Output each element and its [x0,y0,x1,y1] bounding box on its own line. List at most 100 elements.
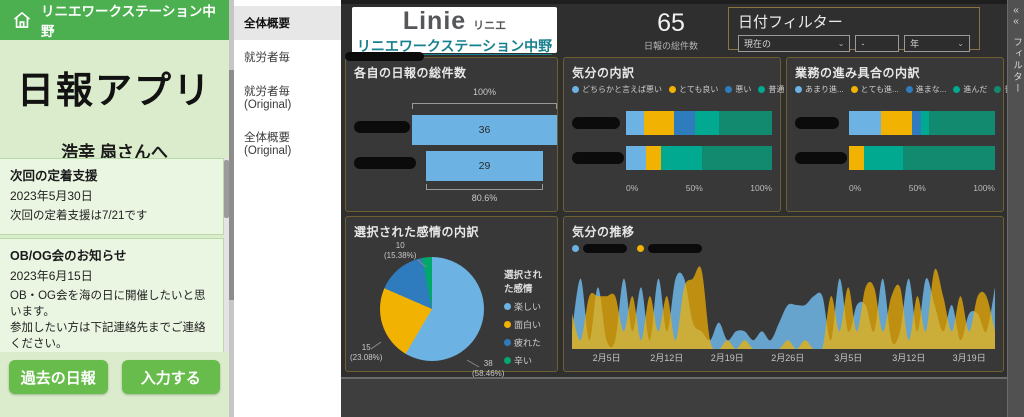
stacked-row [572,111,772,135]
sidebar-scrollbar-thumb[interactable] [229,70,234,300]
bar-segment[interactable] [719,111,772,135]
x-axis-tick: 50% [685,183,703,193]
date-filter-mode-select[interactable]: 現在の ⌄ [738,35,851,52]
legend-item[interactable]: 進まな... [905,84,947,95]
progress-chart: あまり進...とても進...進まな...進んだ普通0%50%100% [795,84,1020,193]
funnel-bar[interactable]: 29 [426,151,543,181]
funnel-card-title: 各自の日報の総件数 [354,66,467,80]
mood-card-title: 気分の内訳 [572,66,635,80]
legend-item[interactable]: あまり進... [795,84,844,95]
bar-segment[interactable] [920,111,930,135]
pie-legend-item[interactable]: 面白い [504,318,549,331]
legend-item[interactable]: とても良い [669,84,718,95]
trend-legend-item[interactable] [637,244,702,253]
pie[interactable] [380,257,484,361]
nav-item-全体概要(Original)[interactable]: 全体概要(Original) [244,132,292,157]
pie-legend-label: 面白い [514,320,542,330]
legend-dot [504,357,511,364]
category-label-zone [795,117,849,129]
funnel-card: 各自の日報の総件数 100% 36 29 80.6% [345,57,558,212]
stacked-legend: あまり進...とても進...進まな...進んだ普通 [795,84,1020,95]
bar-segment[interactable] [694,111,720,135]
funnel-bar[interactable]: 36 [412,115,557,145]
filter-rail[interactable]: « « フィルター [1007,0,1024,417]
redacted-label [345,52,424,61]
funnel-top-label: 100% [472,87,497,97]
linie-logo: Linie リニエ リニエワークステーション中野 [352,7,557,55]
stacked-bar[interactable] [849,111,995,135]
date-filter: 日付フィルター 現在の ⌄ - 年 ⌄ [728,7,980,52]
bar-segment[interactable] [646,146,662,170]
legend-item[interactable]: 悪い [725,84,751,95]
legend-item[interactable]: とても進... [850,84,899,95]
sidebar-header: リニエワークステーション中野 [0,0,229,40]
bar-segment[interactable] [849,111,882,135]
bar-segment[interactable] [701,146,772,170]
date-filter-unit-select[interactable]: 年 ⌄ [904,35,970,52]
app-title: 日報アプリ [17,70,212,111]
pie-legend-label: 疲れた [514,338,542,348]
pie-legend-item[interactable]: 辛い [504,354,549,367]
bar-segment[interactable] [863,146,903,170]
redacted-label [648,244,702,253]
bar-segment[interactable] [903,146,995,170]
bar-segment[interactable] [881,111,912,135]
pie-legend-item[interactable]: 疲れた [504,336,549,349]
legend-dot [725,86,733,93]
bar-segment[interactable] [674,111,695,135]
x-axis-tick: 3月12日 [892,353,926,363]
stacked-bar[interactable] [849,146,995,170]
bar-segment[interactable] [661,146,702,170]
brand-katakana: リニエ [473,20,507,32]
legend-dot [850,86,858,93]
x-axis: 0% 50% 100% [849,183,995,193]
x-axis-tick: 2月12日 [650,353,684,363]
kpi-label: 日報の総件数 [643,41,698,51]
stacked-bars [795,111,995,170]
notice-scrollbar[interactable] [224,158,229,352]
stacked-row [795,111,995,135]
bar-segment[interactable] [929,111,995,135]
station-title: リニエワークステーション中野 [41,4,216,39]
brand-wordmark: Linie [402,7,467,35]
x-axis-tick: 0% [849,183,862,193]
bar-segment[interactable] [626,111,644,135]
bar-segment[interactable] [626,146,647,170]
bar-segment[interactable] [849,146,864,170]
nav-item-就労者毎(Original)[interactable]: 就労者毎(Original) [244,86,292,111]
category-label-zone [795,152,849,164]
collapse-pane-icon[interactable]: « [1013,5,1019,16]
past-reports-button[interactable]: 過去の日報 [9,360,108,394]
date-filter-number-input[interactable]: - [855,35,900,52]
notice-scrollbar-thumb[interactable] [224,160,229,218]
pie-legend-title: 選択された感情 [504,270,543,295]
stacked-legend: どちらかと言えば悪いとても良い悪い普通良い [572,84,817,95]
trend-legend-item[interactable] [572,244,627,253]
bar-segment[interactable] [911,111,921,135]
nav-item-全体概要[interactable]: 全体概要 [234,6,341,40]
report-nav: 全体概要就労者毎就労者毎(Original) 全体概要(Original) [234,0,341,417]
nav-item-就労者毎[interactable]: 就労者毎 [244,52,290,64]
input-button[interactable]: 入力する [121,360,220,394]
sidebar-scrollbar[interactable] [229,0,234,417]
funnel-bottom-bracket [426,184,543,190]
legend-item[interactable]: 普通 [758,84,784,95]
emotion-pie-card: 選択された感情の内訳 10 (15.38%) 15 (23.08%) 38 (58.4… [345,216,558,378]
kpi-value: 65 [657,9,685,37]
funnel-bottom-label: 80.6% [471,193,498,203]
legend-item[interactable]: 進んだ [953,84,987,95]
pie-legend-item[interactable]: 楽しい [504,300,549,313]
stacked-bar[interactable] [626,111,772,135]
trend-area-chart[interactable] [572,257,995,349]
trend-series[interactable] [572,266,995,349]
x-axis-tick: 50% [908,183,926,193]
legend-label: 進まな... [915,85,947,94]
stacked-bar[interactable] [626,146,772,170]
notice-card-title: 次回の定着支援 [10,169,98,183]
legend-item[interactable]: どちらかと言えば悪い [572,84,662,95]
legend-label: 進んだ [963,85,988,94]
dashboard-bottom-band [341,377,1007,417]
legend-dot [504,339,511,346]
bar-segment[interactable] [643,111,675,135]
